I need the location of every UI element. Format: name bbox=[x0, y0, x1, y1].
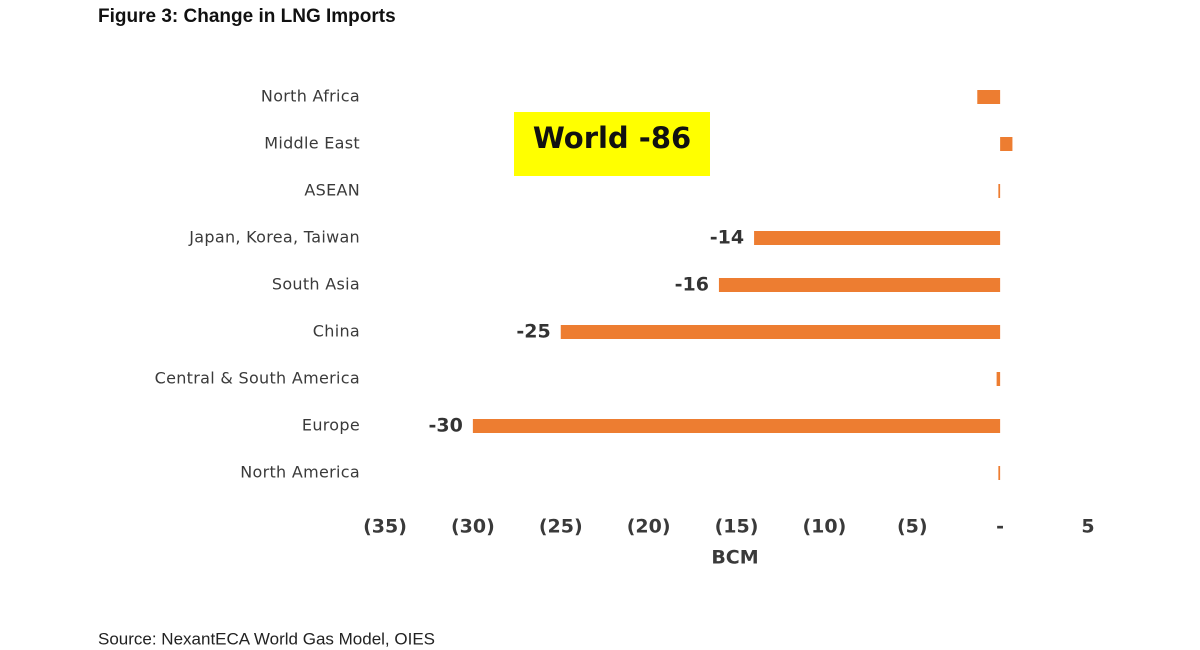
y-tick-label: North America bbox=[240, 463, 360, 482]
bar bbox=[1000, 137, 1013, 151]
y-tick-label: Japan, Korea, Taiwan bbox=[188, 228, 360, 247]
data-label: -14 bbox=[710, 227, 744, 249]
y-tick-label: China bbox=[313, 322, 360, 341]
bar bbox=[754, 231, 1001, 245]
x-tick-label: (35) bbox=[363, 516, 407, 538]
data-label: -30 bbox=[429, 415, 463, 437]
chart-title: Figure 3: Change in LNG Imports bbox=[98, 6, 396, 27]
bar bbox=[996, 372, 1001, 386]
bar bbox=[472, 419, 1001, 433]
bar bbox=[998, 184, 1001, 198]
bar bbox=[977, 90, 1001, 104]
bar bbox=[998, 466, 1001, 480]
y-tick-label: Middle East bbox=[264, 134, 360, 153]
x-tick-label: (30) bbox=[451, 516, 495, 538]
y-tick-label: Europe bbox=[302, 416, 360, 435]
y-tick-label: North Africa bbox=[261, 87, 360, 106]
x-tick-label: (5) bbox=[897, 516, 928, 538]
bar bbox=[560, 325, 1001, 339]
data-label: -16 bbox=[675, 274, 709, 296]
y-tick-label: ASEAN bbox=[304, 181, 360, 200]
x-tick-label: - bbox=[996, 516, 1004, 538]
x-axis-label: BCM bbox=[711, 547, 758, 569]
annotation: World -86 bbox=[533, 121, 691, 155]
x-tick-label: (20) bbox=[627, 516, 671, 538]
source: Source: NexantECA World Gas Model, OIES bbox=[98, 629, 435, 648]
bar bbox=[718, 278, 1001, 292]
y-tick-label: South Asia bbox=[272, 275, 360, 294]
x-tick-label: (25) bbox=[539, 516, 583, 538]
annotation-box bbox=[514, 112, 710, 176]
x-tick-label: (10) bbox=[802, 516, 846, 538]
x-tick-label: 5 bbox=[1081, 516, 1094, 538]
y-tick-label: Central & South America bbox=[155, 369, 360, 388]
x-tick-label: (15) bbox=[715, 516, 759, 538]
data-label: -25 bbox=[516, 321, 550, 343]
